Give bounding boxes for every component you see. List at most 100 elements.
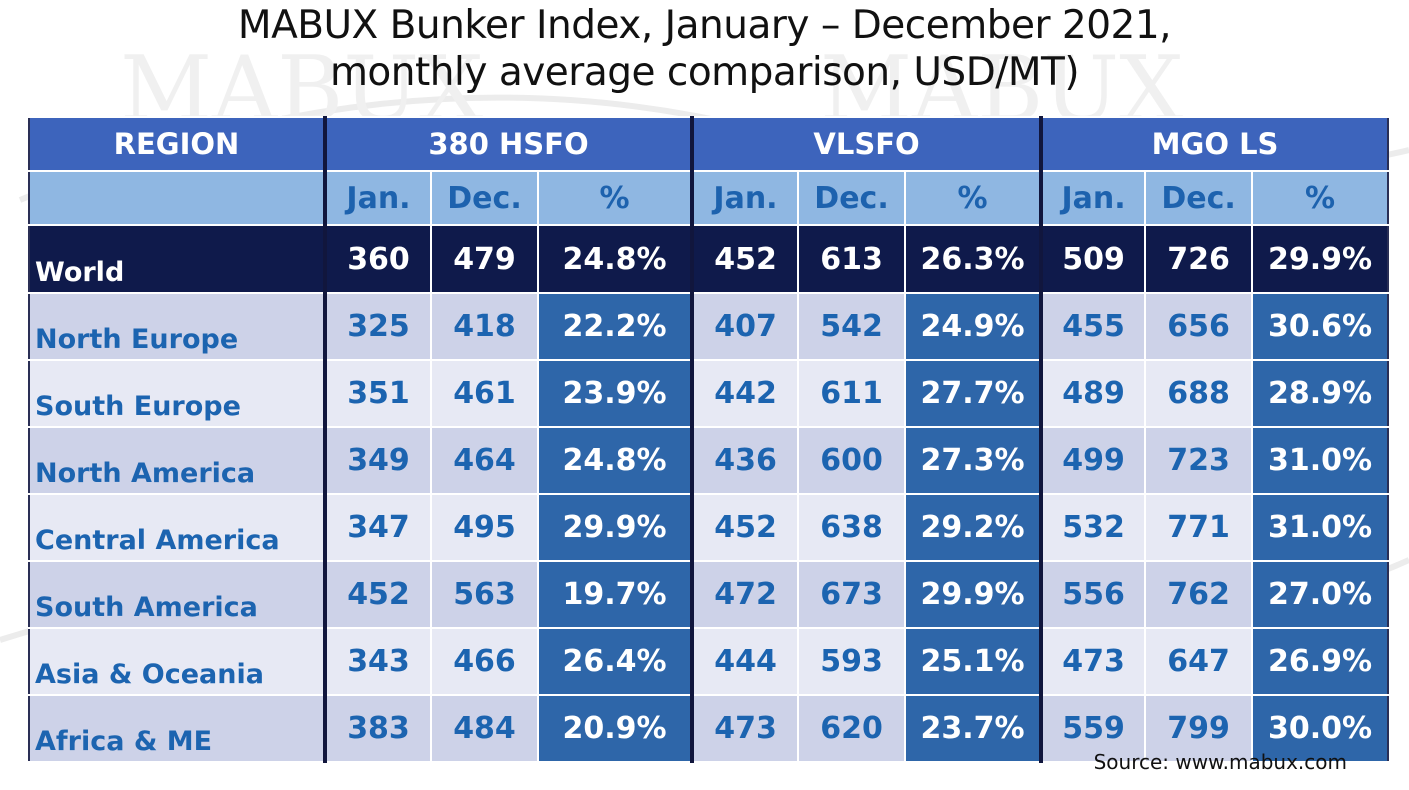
cell-dec: 688 <box>1144 359 1253 428</box>
cell-jan: 455 <box>1039 292 1146 361</box>
cell-pct: 27.3% <box>904 426 1042 495</box>
cell-pct: 24.8% <box>536 224 693 294</box>
table-row: Central America 347 495 29.9% 452 638 29.2% 532… <box>29 493 1389 562</box>
cell-dec: 418 <box>430 292 538 361</box>
cell-dec: 611 <box>797 359 906 428</box>
cell-jan: 556 <box>1039 560 1146 629</box>
cell-dec: 723 <box>1144 426 1253 495</box>
bunker-index-table: REGION 380 HSFO VLSFO MGO LS Jan. Dec. %… <box>28 116 1390 763</box>
cell-jan: 473 <box>690 694 799 763</box>
region-name: Africa & ME <box>29 694 325 763</box>
cell-pct: 29.2% <box>904 493 1042 562</box>
sub-header-row: Jan. Dec. % Jan. Dec. % Jan. Dec. % <box>29 170 1389 226</box>
cell-pct: 27.7% <box>904 359 1042 428</box>
cell-pct: 20.9% <box>536 694 693 763</box>
cell-pct: 24.8% <box>536 426 693 495</box>
cell-pct: 25.1% <box>904 627 1042 696</box>
table-row: North America 349 464 24.8% 436 600 27.3% 499 72… <box>29 426 1389 495</box>
source-note: Source: www.mabux.com <box>1093 750 1347 774</box>
cell-jan: 436 <box>690 426 799 495</box>
cell-pct: 29.9% <box>536 493 693 562</box>
cell-dec: 620 <box>797 694 906 763</box>
cell-dec: 600 <box>797 426 906 495</box>
cell-jan: 407 <box>690 292 799 361</box>
cell-dec: 593 <box>797 627 906 696</box>
region-name: North America <box>29 426 325 495</box>
region-name: North Europe <box>29 292 325 361</box>
cell-dec: 656 <box>1144 292 1253 361</box>
cell-jan: 347 <box>323 493 431 562</box>
cell-jan: 383 <box>323 694 431 763</box>
cell-dec: 673 <box>797 560 906 629</box>
cell-dec: 495 <box>430 493 538 562</box>
cell-dec: 466 <box>430 627 538 696</box>
group-header-380-hsfo: 380 HSFO <box>322 116 693 172</box>
region-name: Central America <box>29 493 325 562</box>
cell-dec: 542 <box>797 292 906 361</box>
cell-pct: 27.0% <box>1251 560 1389 629</box>
cell-jan: 532 <box>1039 493 1146 562</box>
cell-jan: 452 <box>323 560 431 629</box>
chart-title-line-1: MABUX Bunker Index, January – December 2… <box>237 3 1172 48</box>
subheader-dec: Dec. <box>797 170 906 226</box>
cell-jan: 343 <box>323 627 431 696</box>
subheader-dec: Dec. <box>1144 170 1253 226</box>
cell-dec: 638 <box>797 493 906 562</box>
region-name: World <box>29 224 325 294</box>
cell-pct: 30.0% <box>1251 694 1389 763</box>
cell-jan: 472 <box>690 560 799 629</box>
subheader-pct: % <box>536 170 693 226</box>
cell-pct: 24.9% <box>904 292 1042 361</box>
table-row: Asia & Oceania 343 466 26.4% 444 593 25.1% 473 6… <box>29 627 1389 696</box>
cell-pct: 31.0% <box>1251 493 1389 562</box>
cell-pct: 30.6% <box>1251 292 1389 361</box>
subheader-jan: Jan. <box>323 170 431 226</box>
subheader-jan: Jan. <box>1039 170 1146 226</box>
group-header-row: REGION 380 HSFO VLSFO MGO LS <box>29 116 1389 172</box>
cell-pct: 23.7% <box>904 694 1042 763</box>
cell-dec: 461 <box>430 359 538 428</box>
cell-dec: 613 <box>797 224 906 294</box>
region-subheader-blank <box>29 170 325 226</box>
cell-pct: 22.2% <box>536 292 693 361</box>
cell-pct: 23.9% <box>536 359 693 428</box>
cell-pct: 29.9% <box>904 560 1042 629</box>
cell-jan: 442 <box>690 359 799 428</box>
cell-pct: 26.4% <box>536 627 693 696</box>
subheader-dec: Dec. <box>430 170 538 226</box>
cell-jan: 452 <box>690 493 799 562</box>
cell-dec: 799 <box>1144 694 1253 763</box>
subheader-pct: % <box>1251 170 1389 226</box>
cell-dec: 464 <box>430 426 538 495</box>
chart-title: MABUX Bunker Index, January – December 2… <box>0 2 1409 96</box>
table-row: Africa & ME 383 484 20.9% 473 620 23.7% 559 799 3… <box>29 694 1389 763</box>
table-row-world: World 360 479 24.8% 452 613 26.3% 509 726 29.9% <box>29 224 1389 294</box>
cell-pct: 29.9% <box>1251 224 1389 294</box>
cell-jan: 499 <box>1039 426 1146 495</box>
cell-jan: 351 <box>323 359 431 428</box>
cell-jan: 349 <box>323 426 431 495</box>
cell-jan: 360 <box>323 224 431 294</box>
cell-jan: 325 <box>323 292 431 361</box>
cell-pct: 19.7% <box>536 560 693 629</box>
cell-jan: 509 <box>1039 224 1146 294</box>
cell-dec: 484 <box>430 694 538 763</box>
table-row: South America 452 563 19.7% 472 673 29.9% 556 76… <box>29 560 1389 629</box>
cell-dec: 647 <box>1144 627 1253 696</box>
cell-dec: 563 <box>430 560 538 629</box>
subheader-pct: % <box>904 170 1042 226</box>
subheader-jan: Jan. <box>690 170 799 226</box>
cell-dec: 771 <box>1144 493 1253 562</box>
region-name: South Europe <box>29 359 325 428</box>
cell-jan: 559 <box>1039 694 1146 763</box>
region-header: REGION <box>29 116 325 172</box>
group-header-mgo-ls: MGO LS <box>1039 116 1389 172</box>
cell-dec: 762 <box>1144 560 1253 629</box>
cell-jan: 489 <box>1039 359 1146 428</box>
group-header-vlsfo: VLSFO <box>690 116 1042 172</box>
chart-title-line-2: monthly average comparison, USD/MT) <box>329 50 1080 95</box>
cell-jan: 444 <box>690 627 799 696</box>
cell-jan: 452 <box>690 224 799 294</box>
cell-dec: 479 <box>430 224 538 294</box>
cell-dec: 726 <box>1144 224 1253 294</box>
